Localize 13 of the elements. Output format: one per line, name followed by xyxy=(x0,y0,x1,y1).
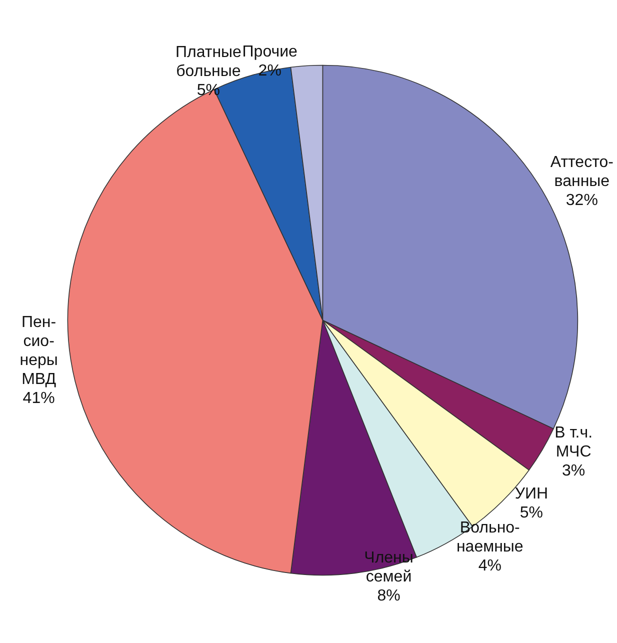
data-label: 8% xyxy=(377,588,400,605)
slice-label: В т.ч. МЧС xyxy=(554,424,593,461)
data-label: 5% xyxy=(520,504,544,522)
data-label: 4% xyxy=(478,558,502,575)
slice-label: Платные больные xyxy=(175,44,242,80)
data-label: 3% xyxy=(562,462,586,480)
slice-label: Пен- сио- неры МВД xyxy=(20,314,58,388)
data-label: 32% xyxy=(566,192,598,209)
slice-label: Аттесто- ванные xyxy=(550,154,614,190)
slice-label: Прочие xyxy=(242,44,298,61)
slice-label: УИН xyxy=(514,485,548,502)
slice-label: Члены семей xyxy=(364,550,414,586)
data-label: 41% xyxy=(22,390,55,408)
